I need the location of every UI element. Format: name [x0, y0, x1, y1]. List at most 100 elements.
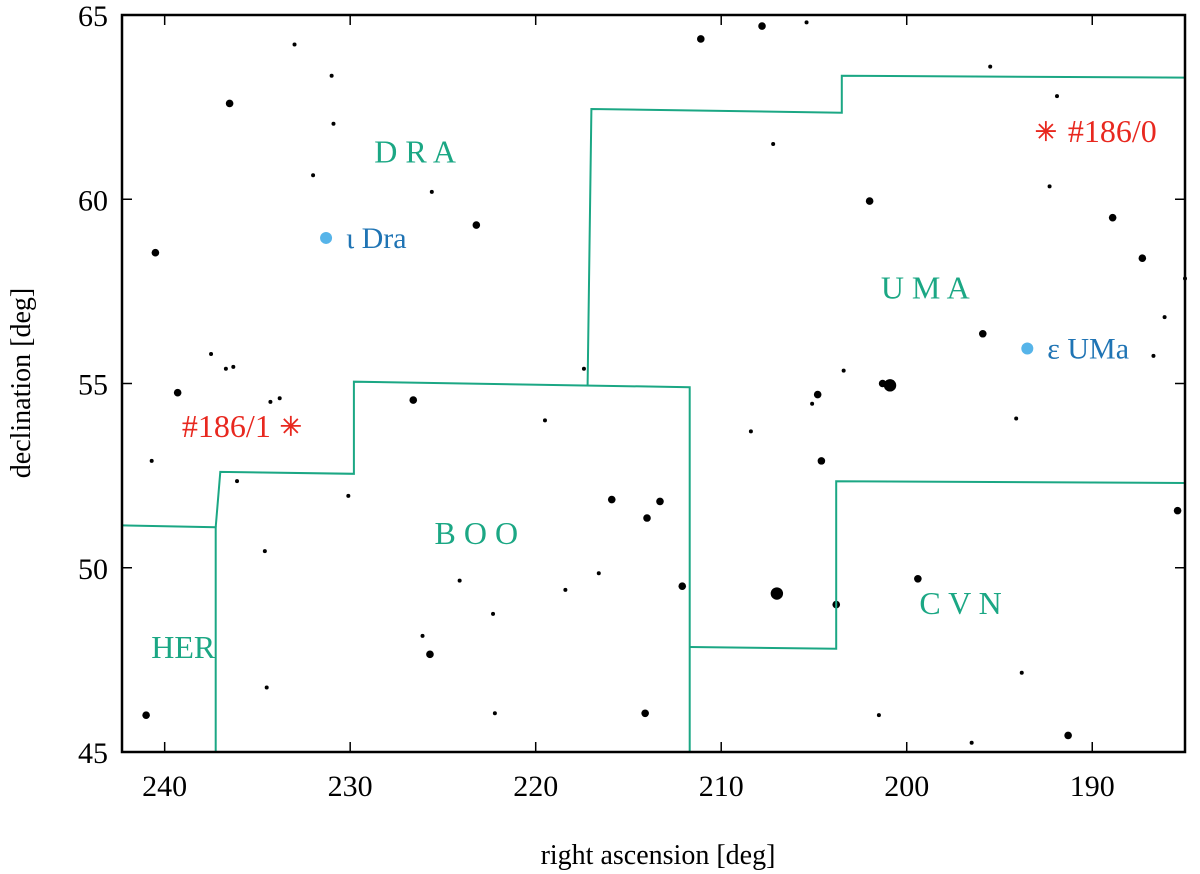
star-point [804, 20, 809, 25]
star-point [1064, 731, 1072, 740]
named-star-label: ι Dra [346, 222, 407, 255]
star-point [426, 650, 434, 659]
named-stars: ι Dra ε UMa [320, 222, 1129, 365]
star-point [231, 364, 236, 369]
star-point [457, 578, 462, 583]
star-point [1151, 353, 1156, 358]
star-point [1054, 94, 1059, 99]
x-tick-label: 230 [328, 770, 373, 803]
y-axis-label: declination [deg] [6, 288, 37, 478]
star-point [235, 479, 240, 484]
x-axis-label: right ascension [deg] [541, 840, 776, 871]
star-point [225, 99, 234, 108]
meteor-marker [1035, 121, 1056, 142]
star-point [420, 633, 425, 638]
named-star-label: ε UMa [1047, 332, 1129, 365]
star-point [142, 711, 150, 719]
star-point [542, 418, 547, 423]
star-point [1014, 416, 1019, 421]
constellation-label: U M A [881, 270, 970, 306]
constellation-label: C V N [919, 585, 1001, 621]
star-point [813, 390, 822, 399]
star-point [643, 514, 651, 522]
constellation-label: D R A [374, 133, 456, 169]
y-tick-label: 45 [78, 737, 108, 770]
constellation-label: HER [151, 629, 216, 665]
star-point [770, 587, 784, 600]
star-point [1019, 670, 1024, 675]
star-point [810, 401, 815, 406]
star-point [865, 197, 874, 205]
constellation-boundary-line [586, 74, 1186, 386]
constellation-boundaries [121, 74, 1186, 752]
meteor-markers: #186/0 #186/1 [182, 113, 1157, 444]
y-tick-label: 55 [78, 369, 108, 402]
meteor-marker-stroke [283, 418, 299, 434]
star-point [771, 141, 776, 146]
star-point [331, 121, 336, 126]
star-point [748, 429, 753, 434]
x-tick-label: 200 [884, 770, 929, 803]
star-point [656, 497, 664, 506]
star-point [151, 248, 160, 257]
star-point [311, 173, 316, 178]
star-point [581, 366, 586, 371]
star-point [969, 740, 974, 745]
star-point [409, 396, 418, 404]
star-point [472, 221, 481, 229]
star-point [596, 571, 601, 576]
star-point [978, 329, 987, 338]
constellation-label: B O O [435, 515, 519, 551]
constellation-labels: D R A U M A B O O C V N HER [151, 133, 1002, 665]
star-point [1047, 184, 1052, 189]
star-point [346, 493, 351, 498]
y-tick-label: 60 [78, 184, 108, 217]
star-point [429, 189, 434, 194]
star-point [491, 611, 496, 616]
y-tick-label: 65 [78, 0, 108, 33]
star-point [292, 42, 297, 47]
constellation-boundary-line [214, 380, 691, 752]
star-point [883, 379, 897, 392]
meteor-label: #186/1 [182, 408, 271, 444]
star-point [678, 582, 687, 590]
axes [120, 13, 1187, 754]
star-point [209, 352, 214, 357]
star-point [914, 575, 922, 583]
named-star-point [1021, 342, 1034, 355]
x-tick-label: 190 [1070, 770, 1115, 803]
field-stars [142, 20, 1187, 745]
star-point [262, 549, 267, 554]
star-point [173, 388, 182, 397]
star-point [1108, 213, 1117, 222]
x-tick-label: 240 [142, 770, 187, 803]
star-point [697, 35, 705, 43]
star-point [268, 399, 273, 404]
star-point [223, 366, 228, 371]
star-point [641, 709, 649, 718]
star-point [492, 711, 497, 716]
star-point [277, 396, 282, 401]
meteor-marker [280, 415, 301, 436]
star-point [1173, 506, 1182, 515]
star-point [329, 73, 334, 78]
y-tick-label: 50 [78, 553, 108, 586]
plot-frame [120, 13, 1187, 754]
star-point [841, 368, 846, 373]
star-point [1138, 254, 1147, 263]
star-point [876, 713, 881, 718]
meteor-label: #186/0 [1068, 113, 1157, 149]
x-tick-label: 220 [513, 770, 558, 803]
star-point [758, 22, 766, 30]
constellation-boundary-line [689, 480, 1186, 650]
star-point [264, 685, 269, 690]
star-point [988, 64, 993, 69]
star-point [1162, 315, 1167, 320]
named-star-point [320, 231, 333, 244]
star-point [607, 495, 616, 504]
star-point [817, 457, 826, 465]
star-point [149, 458, 154, 463]
x-tick-label: 210 [699, 770, 744, 803]
star-point [563, 587, 568, 592]
